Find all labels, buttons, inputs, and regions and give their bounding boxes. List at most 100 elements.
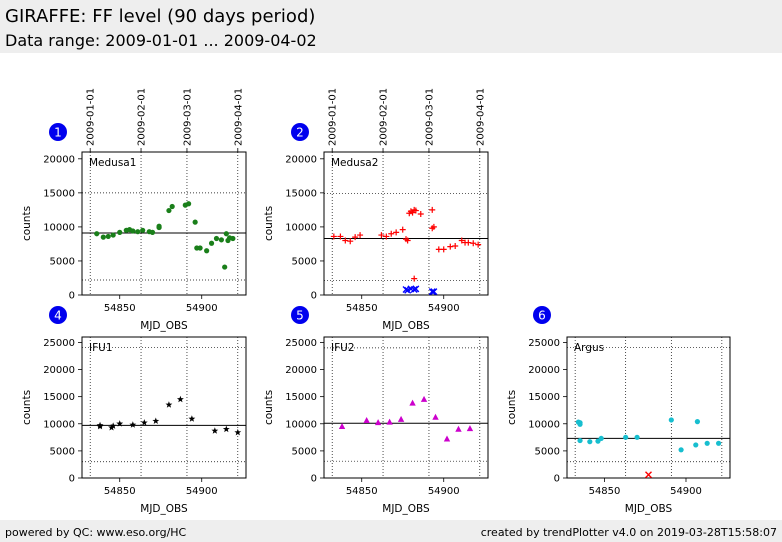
data-point xyxy=(430,288,438,296)
x-axis-label: MJD_OBS xyxy=(382,320,430,332)
x-tick-label: 54850 xyxy=(346,303,378,314)
data-point xyxy=(411,275,418,282)
data-point xyxy=(129,421,137,428)
data-point xyxy=(130,228,136,234)
data-point xyxy=(404,237,411,244)
panel-1-medusa1: 1 2009-01-01 2009-02-01 2009-03-01 2009-04-0… xyxy=(21,88,247,332)
data-point xyxy=(374,419,382,426)
data-point xyxy=(587,439,593,445)
date-tick-label: 2009-01-01 xyxy=(86,88,97,146)
data-point xyxy=(432,413,439,420)
data-point xyxy=(386,418,393,425)
panel-number-badge xyxy=(291,306,309,324)
date-tick-label: 2009-04-01 xyxy=(233,88,244,146)
data-point xyxy=(577,421,583,427)
series-red xyxy=(330,206,482,282)
y-tick-label: 15000 xyxy=(43,188,75,199)
x-tick-label: 54900 xyxy=(428,486,460,497)
plot-frame xyxy=(566,336,731,479)
y-tick-label: 10000 xyxy=(43,222,75,233)
data-point xyxy=(388,230,395,237)
data-point xyxy=(166,207,172,214)
data-point xyxy=(704,440,710,446)
x-tick-label: 54900 xyxy=(186,303,218,314)
y-tick-label: 10000 xyxy=(285,222,317,233)
data-point xyxy=(409,399,416,406)
data-point xyxy=(383,233,390,240)
data-point xyxy=(110,232,116,238)
data-point xyxy=(197,245,203,251)
data-point xyxy=(347,238,354,245)
x-tick-label: 54900 xyxy=(186,486,218,497)
data-point xyxy=(192,219,198,225)
panel-4-ifu1: 4 0 5000 10000 15000 20000 25000 54850 54900 MJD_… xyxy=(21,306,247,515)
data-point xyxy=(94,231,100,237)
data-point xyxy=(342,237,349,244)
panel-number-badge xyxy=(49,123,67,141)
y-tick-label: 0 xyxy=(311,291,317,302)
data-point xyxy=(230,235,236,242)
data-point xyxy=(634,434,640,440)
data-point xyxy=(429,206,436,213)
data-point xyxy=(443,435,451,442)
data-point xyxy=(466,425,474,432)
data-point xyxy=(470,240,477,247)
y-tick-label: 15000 xyxy=(43,392,75,403)
y-tick-label: 20000 xyxy=(285,365,317,376)
x-tick-label: 54900 xyxy=(670,486,702,497)
y-tick-label: 25000 xyxy=(528,338,560,349)
date-tick-label: 2009-04-01 xyxy=(475,88,486,146)
y-tick-label: 20000 xyxy=(43,365,75,376)
y-tick-label: 15000 xyxy=(285,392,317,403)
y-tick-label: 10000 xyxy=(43,419,75,430)
data-point xyxy=(352,234,359,241)
data-point xyxy=(357,232,364,239)
panel-name: IFU1 xyxy=(89,342,113,354)
data-point xyxy=(117,229,123,235)
data-point xyxy=(430,223,437,230)
data-point xyxy=(100,234,106,240)
data-point xyxy=(222,264,228,270)
y-tick-label: 5000 xyxy=(292,446,317,457)
data-point xyxy=(397,415,405,422)
plot-frame xyxy=(323,336,489,479)
footer-credit-link[interactable]: powered by QC: www.eso.org/HC xyxy=(5,526,187,539)
y-axis-label: counts xyxy=(263,390,275,425)
data-point xyxy=(465,239,472,246)
panel-name: Medusa1 xyxy=(89,157,136,169)
panel-number: 1 xyxy=(54,126,62,140)
date-tick-label: 2009-02-01 xyxy=(137,88,148,146)
x-tick-label: 54850 xyxy=(346,486,378,497)
date-tick-label: 2009-03-01 xyxy=(182,88,193,146)
panel-number-badge xyxy=(291,123,309,141)
data-point xyxy=(152,417,160,424)
data-point xyxy=(234,428,242,436)
data-point xyxy=(116,420,124,427)
data-point xyxy=(149,229,156,235)
x-axis-label: MJD_OBS xyxy=(625,503,673,515)
data-point xyxy=(598,435,604,442)
x-axis-label: MJD_OBS xyxy=(140,503,188,515)
y-axis-label: counts xyxy=(21,390,33,425)
data-point xyxy=(211,427,219,434)
data-point xyxy=(338,422,346,429)
page-title: GIRAFFE: FF level (90 days period) xyxy=(5,6,316,27)
data-point xyxy=(105,233,111,240)
data-point xyxy=(96,422,104,430)
panel-name: IFU2 xyxy=(331,342,355,354)
footer-created-info: created by trendPlotter v4.0 on 2019-03-… xyxy=(480,526,777,539)
panel-number: 5 xyxy=(296,309,304,323)
panel-number: 4 xyxy=(54,309,62,323)
data-point xyxy=(363,417,370,424)
panel-2-medusa2: 2 2009-01-01 2009-02-01 2009-03-01 2009-04-0… xyxy=(263,88,489,332)
series-red xyxy=(645,471,652,479)
data-point xyxy=(440,246,447,253)
data-range-subtitle: Data range: 2009-01-01 ... 2009-04-02 xyxy=(5,31,317,50)
data-point xyxy=(135,229,141,235)
panel-6-argus: 6 0 5000 10000 15000 20000 25000 54850 54900 MJD_… xyxy=(506,306,731,515)
data-point xyxy=(109,422,117,429)
series-blue xyxy=(402,285,438,296)
data-point xyxy=(222,425,230,433)
data-point xyxy=(447,243,454,250)
